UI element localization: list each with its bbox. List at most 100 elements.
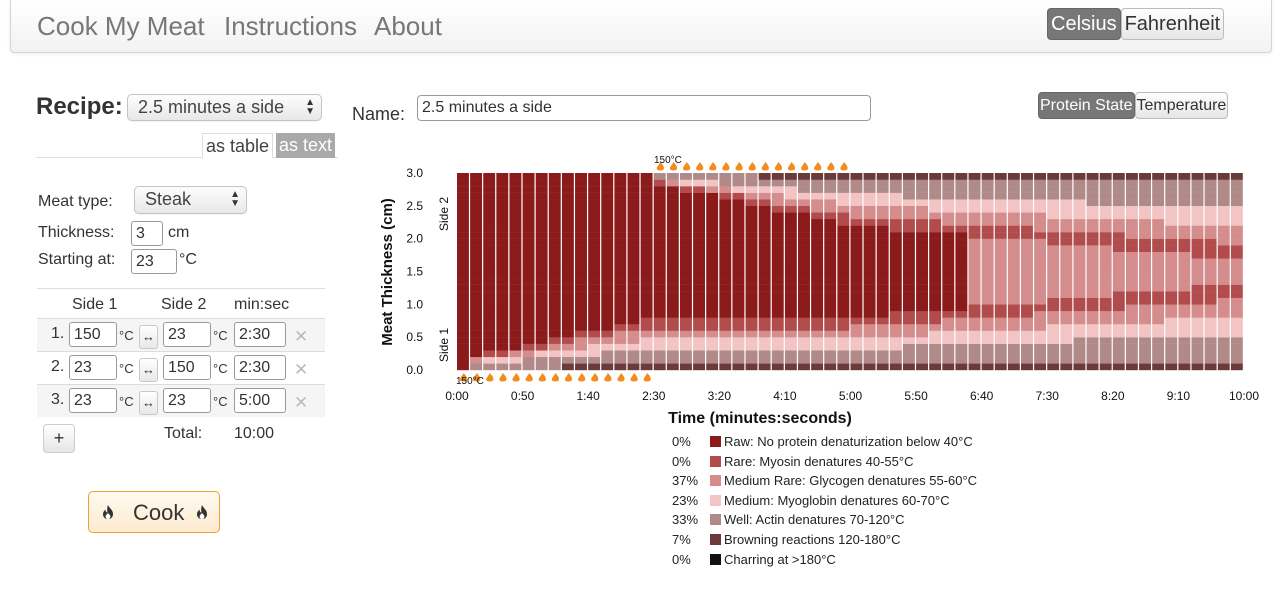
remove-step-icon[interactable]: ✕ (294, 327, 309, 346)
heatmap-cell (614, 310, 627, 318)
heatmap-cell (889, 297, 902, 305)
protein-state-button[interactable]: Protein State (1038, 92, 1135, 119)
heatmap-cell (863, 297, 876, 305)
heatmap-cell (968, 317, 981, 325)
heatmap-cell (929, 251, 942, 259)
heatmap-cell (968, 186, 981, 193)
heatmap-cell (496, 258, 509, 266)
heatmap-cell (1086, 330, 1099, 338)
heatmap-cell (824, 264, 837, 272)
heatmap-cell (1060, 304, 1073, 312)
heatmap-cell (902, 258, 915, 266)
step-side2-temp-input[interactable] (163, 388, 211, 413)
heatmap-cell (929, 199, 942, 207)
brand-link[interactable]: Cook My Meat (37, 11, 205, 41)
step-side1-temp-input[interactable] (69, 388, 117, 413)
heatmap-cell (627, 251, 640, 259)
heatmap-cell (1112, 310, 1125, 318)
heatmap-cell (1086, 199, 1099, 207)
heatmap-cell (745, 271, 758, 279)
temperature-button[interactable]: Temperature (1134, 92, 1229, 119)
fahrenheit-button[interactable]: Fahrenheit (1120, 8, 1225, 40)
tab-as-text[interactable]: as text (276, 133, 336, 158)
recipe-name-input[interactable] (417, 95, 871, 121)
tab-as-table[interactable]: as table (202, 133, 274, 158)
heatmap-cell (1204, 330, 1217, 338)
heatmap-cell (994, 278, 1007, 285)
nav-link-instructions[interactable]: Instructions (224, 11, 357, 41)
heatmap-cell (876, 173, 889, 180)
heatmap-cell (955, 350, 968, 358)
heatmap-cell (863, 251, 876, 259)
heatmap-cell (863, 343, 876, 351)
meat-type-select[interactable]: Steak ▲ ▼ (134, 186, 247, 214)
swap-sides-button[interactable]: ↔ (139, 391, 158, 415)
step-side2-temp-input[interactable] (163, 355, 211, 380)
heatmap-cell (496, 218, 509, 226)
nav-link-about[interactable]: About (374, 11, 442, 41)
heatmap-cell (1047, 343, 1060, 351)
heatmap-cell (902, 199, 915, 207)
cook-button[interactable]: Cook (88, 491, 220, 533)
starting-temp-input[interactable] (131, 249, 177, 274)
heatmap-cell (981, 278, 994, 285)
swap-sides-button[interactable]: ↔ (139, 358, 158, 382)
remove-step-icon[interactable]: ✕ (294, 393, 309, 412)
step-time-input[interactable] (234, 322, 286, 347)
heatmap-cell (509, 186, 522, 193)
heatmap-cell (627, 330, 640, 338)
heatmap-cell (758, 199, 771, 207)
heatmap-cell (1007, 264, 1020, 272)
heatmap-cell (876, 212, 889, 220)
heatmap-cell (653, 258, 666, 266)
heatmap-cell (929, 310, 942, 318)
heatmap-cell (889, 173, 902, 180)
heatmap-cell (942, 264, 955, 272)
heatmap-cell (509, 317, 522, 325)
heatmap-cell (522, 304, 535, 312)
step-time-input[interactable] (234, 388, 286, 413)
heatmap-cell (1047, 179, 1060, 187)
thickness-input[interactable] (131, 221, 163, 246)
step-side1-temp-input[interactable] (69, 322, 117, 347)
heatmap-cell (693, 232, 706, 239)
heatmap-cell (981, 186, 994, 193)
step-side2-temp-input[interactable] (163, 322, 211, 347)
swap-sides-button[interactable]: ↔ (139, 325, 158, 349)
heatmap-cell (679, 258, 692, 266)
heatmap-cell (732, 212, 745, 220)
heatmap-cell (535, 324, 548, 331)
heatmap-cell (522, 337, 535, 344)
heatmap-cell (942, 225, 955, 233)
flame-icon (538, 373, 546, 382)
heatmap-cell (863, 238, 876, 246)
heatmap-cell (1152, 284, 1165, 292)
heatmap-cell (1060, 212, 1073, 220)
heatmap-cell (784, 173, 797, 180)
step-side1-temp-input[interactable] (69, 355, 117, 380)
recipe-select[interactable]: 2.5 minutes a side ▲ ▼ (127, 94, 322, 121)
heatmap-cell (1139, 173, 1151, 180)
heatmap-cell (837, 205, 850, 213)
heatmap-cell (588, 238, 601, 246)
heatmap-cell (1060, 278, 1073, 285)
heatmap-cell (758, 212, 771, 220)
heatmap-cell (1165, 330, 1178, 338)
heatmap-cell (758, 186, 771, 193)
heatmap-cell (850, 330, 863, 338)
heatmap-cell (758, 225, 771, 233)
celsius-button[interactable]: Celsius (1047, 8, 1121, 40)
heatmap-cell (1230, 284, 1243, 292)
heatmap-cell (1086, 297, 1099, 305)
step-time-input[interactable] (234, 355, 286, 380)
heatmap-cell (1007, 330, 1020, 338)
heatmap-cell (942, 251, 955, 259)
heatmap-cell (548, 297, 561, 305)
heatmap-cell (902, 304, 915, 312)
heatmap-cell (994, 218, 1007, 226)
heatmap-cell (535, 218, 548, 226)
heatmap-cell (666, 212, 679, 220)
heatmap-cell (994, 297, 1007, 305)
remove-step-icon[interactable]: ✕ (294, 360, 309, 379)
add-step-button[interactable]: + (43, 424, 75, 453)
